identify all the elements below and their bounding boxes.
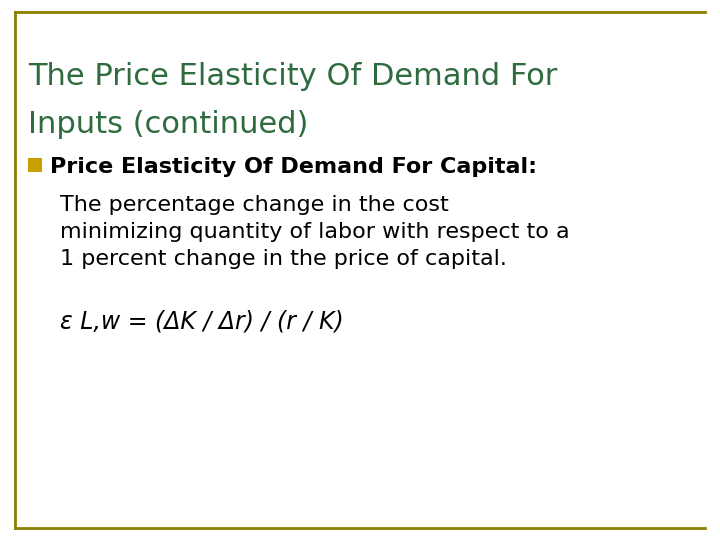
Text: Inputs (continued): Inputs (continued)	[28, 110, 308, 139]
Text: minimizing quantity of labor with respect to a: minimizing quantity of labor with respec…	[60, 222, 570, 242]
Text: Price Elasticity Of Demand For Capital:: Price Elasticity Of Demand For Capital:	[50, 157, 537, 177]
Text: The percentage change in the cost: The percentage change in the cost	[60, 195, 449, 215]
Text: 1 percent change in the price of capital.: 1 percent change in the price of capital…	[60, 249, 507, 269]
Text: ε L,w = (ΔK / Δr) / (r / K): ε L,w = (ΔK / Δr) / (r / K)	[60, 310, 343, 334]
Text: The Price Elasticity Of Demand For: The Price Elasticity Of Demand For	[28, 62, 557, 91]
